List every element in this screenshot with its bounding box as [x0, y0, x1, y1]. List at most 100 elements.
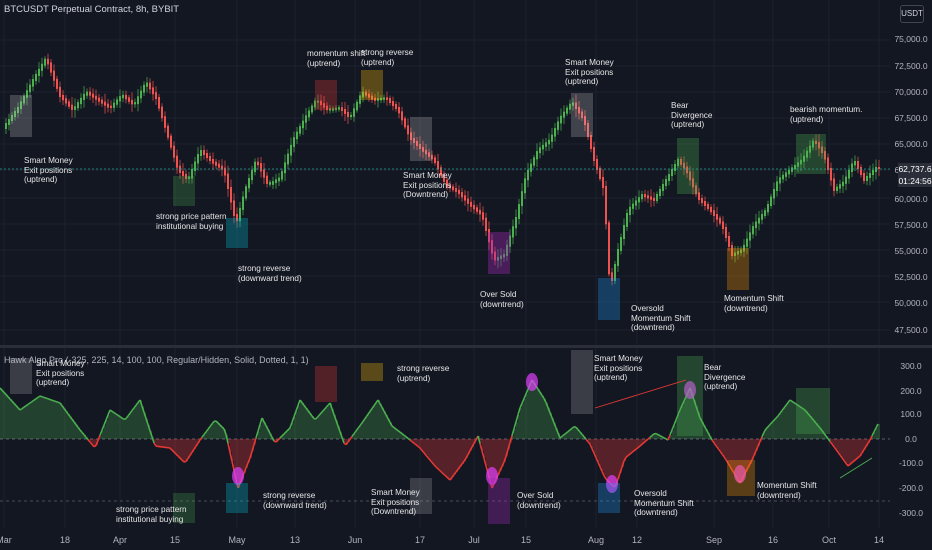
- osc-fill: [764, 432, 766, 439]
- osc-fill: [322, 412, 324, 439]
- osc-fill: [2, 390, 4, 439]
- candle-body: [746, 238, 748, 247]
- candle-body: [839, 184, 841, 189]
- candle-body: [443, 173, 445, 182]
- osc-fill: [512, 435, 514, 439]
- candle-body: [374, 97, 376, 101]
- annotation-label: Bear Divergence (uptrend): [704, 363, 746, 391]
- osc-fill: [752, 439, 754, 460]
- indicator-pane[interactable]: [0, 348, 890, 528]
- osc-line: [851, 460, 855, 464]
- osc-fill: [418, 439, 420, 447]
- osc-fill: [68, 413, 70, 439]
- osc-line: [763, 428, 767, 433]
- candle-body: [368, 93, 370, 98]
- osc-line: [583, 436, 587, 440]
- osc-fill: [790, 400, 792, 439]
- candle-body: [728, 236, 730, 247]
- osc-line: [667, 434, 671, 441]
- candle-body: [362, 91, 364, 98]
- candle-body: [836, 186, 838, 191]
- osc-fill: [244, 439, 246, 473]
- osc-line: [183, 460, 187, 463]
- osc-line: [179, 457, 183, 461]
- osc-line: [635, 446, 639, 450]
- osc-line: [43, 396, 47, 399]
- osc-line: [115, 413, 119, 416]
- osc-line: [669, 429, 673, 436]
- symbol-title[interactable]: BTCUSDT Perpetual Contract, 8h, BYBIT: [4, 4, 180, 15]
- price-chart-pane[interactable]: [0, 0, 890, 345]
- time-axis-label: 15: [169, 535, 181, 545]
- highlight-box: [10, 95, 32, 137]
- osc-line: [435, 466, 439, 470]
- osc-fill: [140, 400, 142, 439]
- indicator-svg[interactable]: [0, 348, 890, 528]
- indicator-title[interactable]: Hawk Algo Pro (-325, 225, 14, 100, 100, …: [4, 355, 309, 365]
- osc-fill: [412, 439, 414, 442]
- osc-line: [437, 468, 441, 472]
- osc-line: [171, 449, 175, 453]
- currency-button[interactable]: USDT: [900, 5, 924, 23]
- candle-body: [404, 118, 406, 128]
- osc-line: [755, 445, 759, 452]
- osc-fill: [788, 402, 790, 439]
- candle-body: [518, 204, 520, 219]
- osc-fill: [306, 408, 308, 439]
- osc-line: [707, 432, 711, 437]
- osc-fill: [432, 439, 434, 463]
- candle-body: [344, 109, 346, 114]
- osc-line: [383, 410, 387, 416]
- osc-fill: [114, 412, 116, 439]
- osc-fill: [546, 402, 548, 439]
- candle-body: [8, 119, 10, 125]
- osc-line: [561, 434, 565, 438]
- osc-fill: [206, 432, 208, 439]
- candle-body: [482, 212, 484, 220]
- candle-body: [785, 172, 787, 177]
- osc-fill: [110, 410, 112, 439]
- osc-fill: [670, 435, 672, 439]
- osc-line: [205, 428, 209, 433]
- osc-line: [47, 398, 51, 401]
- highlight-box: [677, 356, 703, 436]
- osc-line: [423, 452, 427, 456]
- osc-line: [439, 470, 443, 474]
- osc-line: [201, 434, 205, 438]
- osc-fill: [616, 439, 618, 485]
- osc-fill: [874, 432, 876, 439]
- osc-fill: [264, 421, 266, 439]
- osc-fill: [672, 430, 674, 439]
- highlight-box: [315, 366, 337, 402]
- osc-line: [181, 459, 185, 463]
- osc-fill: [58, 402, 60, 439]
- pane-divider[interactable]: [0, 345, 932, 348]
- candle-body: [38, 68, 40, 76]
- osc-fill: [782, 410, 784, 439]
- osc-fill: [624, 439, 626, 461]
- osc-fill: [304, 405, 306, 439]
- osc-fill: [560, 438, 562, 439]
- osc-fill: [676, 420, 678, 439]
- osc-line: [765, 426, 769, 430]
- osc-line: [825, 435, 829, 440]
- osc-line: [711, 439, 715, 444]
- osc-fill: [46, 398, 48, 439]
- candle-body: [428, 152, 430, 157]
- osc-fill: [246, 439, 248, 468]
- osc-fill: [368, 414, 370, 439]
- osc-fill: [38, 397, 40, 439]
- candle-body: [410, 132, 412, 140]
- osc-line: [225, 434, 229, 444]
- osc-line: [497, 470, 501, 476]
- osc-line: [481, 450, 485, 459]
- osc-fill: [534, 383, 536, 439]
- osc-line: [1, 389, 5, 393]
- candle-body: [350, 114, 352, 117]
- osc-line: [297, 399, 301, 406]
- osc-line: [61, 405, 65, 409]
- candle-body: [425, 149, 427, 155]
- osc-fill: [280, 438, 282, 439]
- price-chart-svg[interactable]: [0, 0, 890, 345]
- osc-fill: [230, 439, 232, 453]
